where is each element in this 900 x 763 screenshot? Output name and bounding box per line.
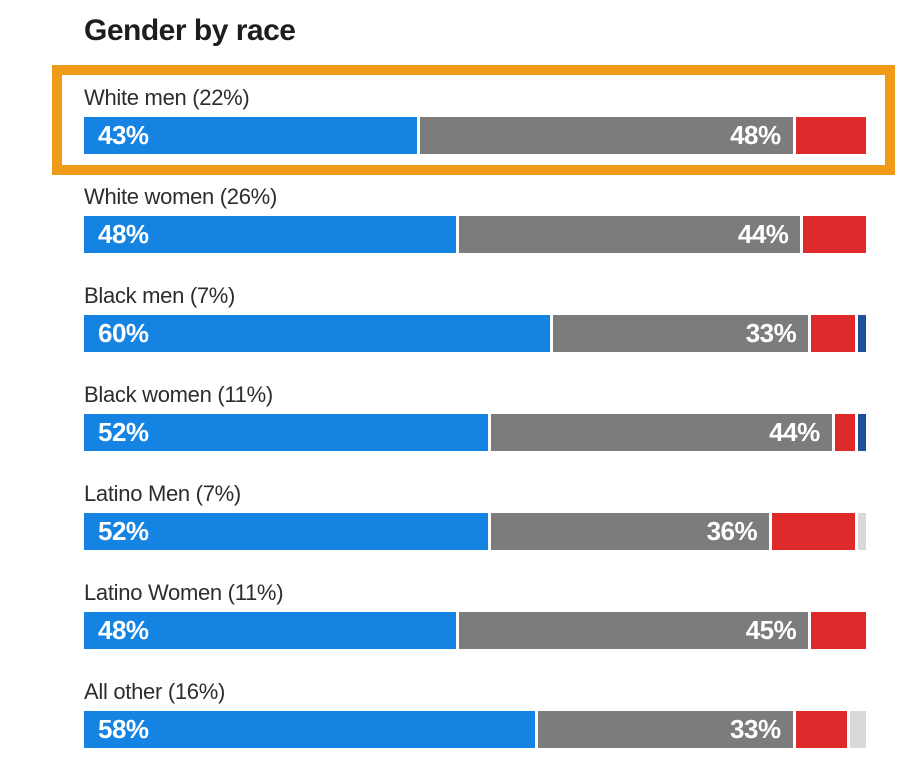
bar-segment-red xyxy=(795,711,851,748)
bar-rows: White men (22%) 43% 48% White women (26%)… xyxy=(52,65,895,748)
chart-title: Gender by race xyxy=(84,14,296,47)
stacked-bar: 58% 33% xyxy=(84,711,866,748)
bar-segment-gray: 33% xyxy=(537,711,796,748)
bar-segment-red xyxy=(803,216,866,253)
stacked-bar: 48% 45% xyxy=(84,612,866,649)
bar-segment-light-gray xyxy=(858,513,866,550)
row-label: White men (22%) xyxy=(84,85,250,110)
stacked-bar: 52% 36% xyxy=(84,513,866,550)
bar-segment-blue: 60% xyxy=(84,315,554,352)
chart-row: Black men (7%) 60% 33% xyxy=(84,282,866,352)
chart-row: Latino Women (11%) 48% 45% xyxy=(84,579,866,649)
bar-segment-navy xyxy=(858,315,866,352)
stacked-bar: 60% 33% xyxy=(84,315,866,352)
bar-segment-blue: 48% xyxy=(84,216,460,253)
bar-segment-red xyxy=(811,315,859,352)
bar-segment-blue: 52% xyxy=(84,513,491,550)
bar-segment-gray: 33% xyxy=(553,315,812,352)
bar-segment-blue: 58% xyxy=(84,711,538,748)
chart-panel: Gender by race White men (22%) 43% 48% Wh… xyxy=(52,14,895,748)
chart-row-highlighted: White men (22%) 43% 48% xyxy=(52,65,895,175)
bar-segment-gray: 48% xyxy=(420,117,796,154)
row-label: Latino Men (7%) xyxy=(84,481,241,506)
bar-segment-gray: 45% xyxy=(459,612,812,649)
chart-row: All other (16%) 58% 33% xyxy=(84,678,866,748)
bar-segment-navy xyxy=(858,414,866,451)
row-label: All other (16%) xyxy=(84,679,226,704)
bar-segment-gray: 44% xyxy=(459,216,804,253)
chart-row: Latino Men (7%) 52% 36% xyxy=(84,480,866,550)
bar-segment-gray: 44% xyxy=(490,414,835,451)
stacked-bar: 43% 48% xyxy=(84,117,866,154)
bar-segment-red xyxy=(834,414,859,451)
stacked-bar: 52% 44% xyxy=(84,414,866,451)
row-label: Black women (11%) xyxy=(84,382,273,407)
chart-row: Black women (11%) 52% 44% xyxy=(84,381,866,451)
chart-row: White women (26%) 48% 44% xyxy=(84,183,866,253)
bar-segment-blue: 52% xyxy=(84,414,491,451)
bar-segment-red xyxy=(772,513,859,550)
bar-segment-red xyxy=(795,117,866,154)
bar-segment-light-gray xyxy=(850,711,866,748)
row-label: White women (26%) xyxy=(84,184,277,209)
row-label: Black men (7%) xyxy=(84,283,236,308)
row-label: Latino Women (11%) xyxy=(84,580,284,605)
bar-segment-blue: 48% xyxy=(84,612,460,649)
bar-segment-red xyxy=(811,612,866,649)
bar-segment-gray: 36% xyxy=(490,513,773,550)
stacked-bar: 48% 44% xyxy=(84,216,866,253)
bar-segment-blue: 43% xyxy=(84,117,421,154)
